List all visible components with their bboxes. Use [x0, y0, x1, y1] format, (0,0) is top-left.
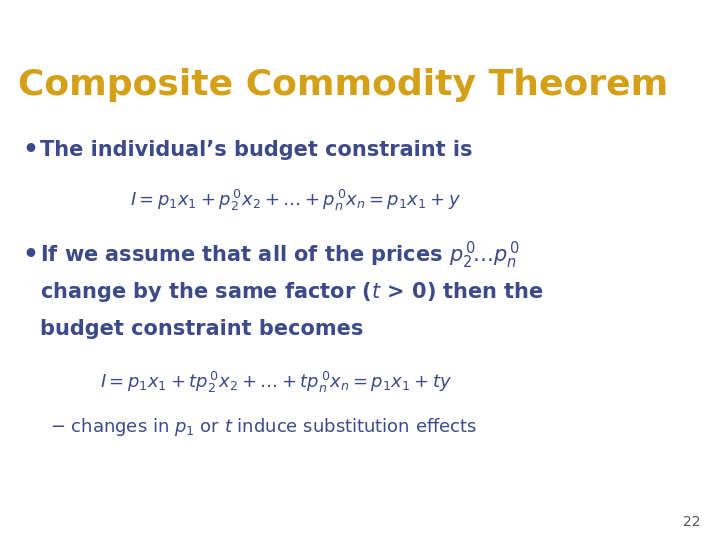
Text: 22: 22	[683, 515, 700, 529]
Text: The individual’s budget constraint is: The individual’s budget constraint is	[40, 140, 472, 160]
Text: $-$ changes in $\mathit{p}_1$ or $\mathit{t}$ induce substitution effects: $-$ changes in $\mathit{p}_1$ or $\mathi…	[50, 416, 477, 438]
Text: •: •	[22, 243, 38, 267]
Text: •: •	[22, 138, 38, 162]
Text: $\mathit{I} = p_1x_1 + tp_2^{\,0}x_2 + \ldots + tp_n^{\,0}x_n = p_1x_1 + ty$: $\mathit{I} = p_1x_1 + tp_2^{\,0}x_2 + \…	[100, 369, 452, 395]
Text: Composite Commodity Theorem: Composite Commodity Theorem	[18, 68, 668, 102]
Text: If we assume that all of the prices $\mathit{p}_2^{\,0}\!\ldots\mathit{p}_n^{\,0: If we assume that all of the prices $\ma…	[40, 239, 520, 271]
Text: budget constraint becomes: budget constraint becomes	[40, 319, 364, 339]
Text: change by the same factor ($\mathit{t}$ > 0) then the: change by the same factor ($\mathit{t}$ …	[40, 280, 544, 304]
Text: $\mathit{I} = p_1x_1 + p_2^{\,0}x_2 + \ldots + p_n^{\,0}x_n = p_1x_1 + y$: $\mathit{I} = p_1x_1 + p_2^{\,0}x_2 + \l…	[130, 187, 461, 213]
